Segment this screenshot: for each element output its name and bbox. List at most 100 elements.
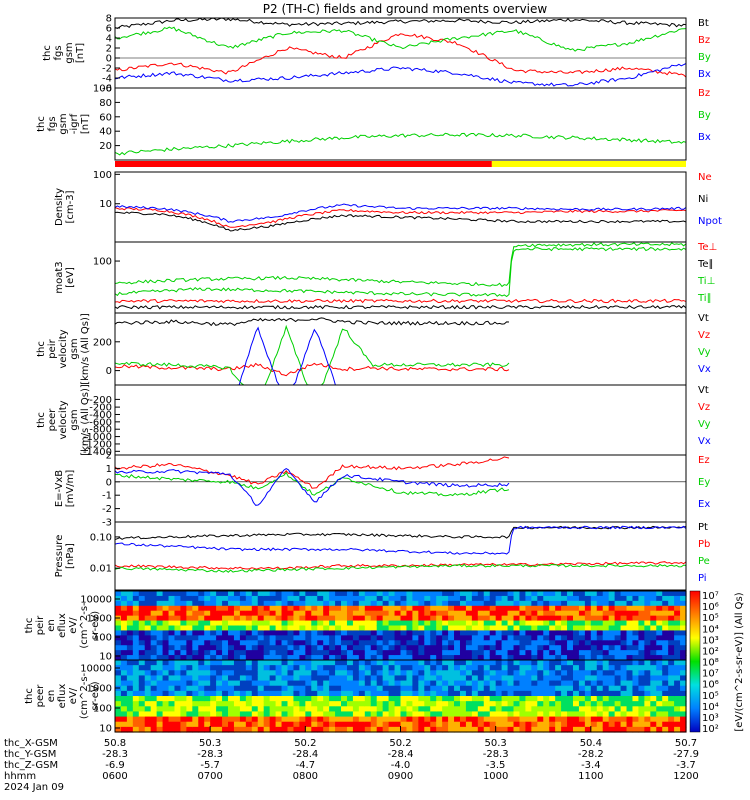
spectrogram-cell — [656, 685, 663, 692]
spectrogram-cell — [329, 706, 336, 713]
spectrogram-cell — [162, 716, 170, 723]
spectrogram-cell — [394, 721, 402, 728]
spectrogram-cell — [346, 711, 354, 718]
spectrogram-cell — [251, 680, 259, 687]
spectrogram-cell — [596, 645, 604, 651]
spectrogram-cell — [216, 726, 223, 733]
spectrogram-cell — [430, 610, 437, 617]
spectrogram-cell — [275, 670, 283, 677]
spectrogram-cell — [115, 610, 122, 617]
spectrogram-cell — [454, 620, 461, 627]
spectrogram-cell — [590, 605, 598, 612]
spectrogram-cell — [394, 650, 402, 656]
spectrogram-cell — [144, 690, 152, 697]
spectrogram-cell — [578, 600, 586, 607]
legend-label: Vt — [698, 313, 709, 324]
spectrogram-cell — [216, 595, 223, 602]
spectrogram-cell — [370, 690, 378, 697]
spectrogram-cell — [120, 685, 128, 692]
spectrogram-cell — [483, 600, 491, 607]
spectrogram-cell — [287, 721, 295, 728]
region-bar-yellow — [491, 161, 686, 167]
spectrogram-cell — [323, 670, 330, 677]
spectrogram-cell — [662, 660, 669, 666]
spectrogram-cell — [638, 721, 645, 728]
spectrogram-cell — [626, 690, 634, 697]
spectrogram-cell — [537, 615, 544, 622]
spectrogram-cell — [495, 665, 503, 671]
spectrogram-cell — [263, 721, 271, 728]
panel-lines — [115, 591, 687, 661]
spectrogram-cell — [555, 591, 562, 597]
spectrogram-cell — [537, 620, 544, 627]
spectrogram-cell — [471, 716, 479, 723]
spectrogram-cell — [287, 655, 295, 661]
spectrogram-cell — [448, 706, 455, 713]
spectrogram-cell — [620, 665, 628, 671]
spectrogram-cell — [495, 620, 503, 627]
spectrogram-cell — [650, 696, 657, 702]
spectrogram-cell — [465, 625, 473, 632]
spectrogram-cell — [662, 600, 669, 607]
spectrogram-cell — [543, 716, 550, 723]
spectrogram-cell — [358, 721, 366, 728]
spectrogram-cell — [608, 630, 616, 636]
spectrogram-cell — [424, 716, 431, 723]
spectrogram-cell — [216, 696, 223, 702]
spectrogram-cell — [329, 635, 336, 641]
spectrogram-cell — [543, 635, 550, 641]
spectrogram-cell — [537, 701, 544, 707]
spectrogram-cell — [299, 690, 306, 697]
spectrogram-cell — [305, 655, 312, 661]
y-tick-label: 100 — [93, 704, 112, 715]
spectrogram-cell — [489, 726, 497, 733]
y-axis-label: [cm-3] — [65, 190, 76, 223]
spectrogram-cell — [245, 721, 253, 728]
spectrogram-cell — [507, 620, 515, 627]
spectrogram-cell — [186, 701, 193, 707]
spectrogram-cell — [210, 675, 217, 682]
spectrogram-cell — [424, 600, 431, 607]
spectrogram-cell — [406, 610, 413, 617]
spectrogram-cell — [430, 591, 437, 597]
spectrogram-cell — [346, 610, 354, 617]
spectrogram-cell — [471, 610, 479, 617]
spectrogram-cell — [269, 711, 277, 718]
spectrogram-cell — [567, 650, 574, 656]
spectrogram-cell — [311, 711, 318, 718]
spectrogram-cell — [519, 595, 527, 602]
spectrogram-cell — [424, 711, 431, 718]
spectrogram-cell — [626, 620, 634, 627]
spectrogram-cell — [358, 690, 366, 697]
x-tick-label: 0600 — [102, 771, 127, 782]
spectrogram-cell — [656, 595, 663, 602]
spectrogram-cell — [233, 595, 241, 602]
spectrogram-cell — [388, 640, 396, 646]
spectrogram-cell — [358, 650, 366, 656]
spectrogram-cell — [335, 716, 342, 723]
spectrogram-cell — [412, 685, 419, 692]
colorbar-tick-label: 10⁸ — [702, 658, 719, 669]
spectrogram-cell — [567, 716, 574, 723]
spectrogram-cell — [126, 716, 134, 723]
spectrogram-cell — [477, 726, 485, 733]
spectrogram-cell — [180, 655, 187, 661]
spectrogram-cell — [239, 701, 247, 707]
spectrogram-cell — [299, 610, 306, 617]
spectrogram-cell — [495, 670, 503, 677]
spectrogram-cell — [156, 721, 164, 728]
spectrogram-cell — [115, 685, 122, 692]
spectrogram-cell — [335, 680, 342, 687]
spectrogram-cell — [346, 620, 354, 627]
spectrogram-cell — [525, 726, 532, 733]
spectrogram-cell — [436, 721, 443, 728]
spectrogram-cell — [192, 680, 199, 687]
spectrogram-cell — [567, 635, 574, 641]
spectrogram-cell — [477, 655, 485, 661]
spectrogram-cell — [346, 726, 354, 733]
spectrogram-cell — [549, 595, 556, 602]
spectrogram-cell — [210, 610, 217, 617]
spectrogram-cell — [257, 721, 265, 728]
spectrogram-cell — [162, 615, 170, 622]
